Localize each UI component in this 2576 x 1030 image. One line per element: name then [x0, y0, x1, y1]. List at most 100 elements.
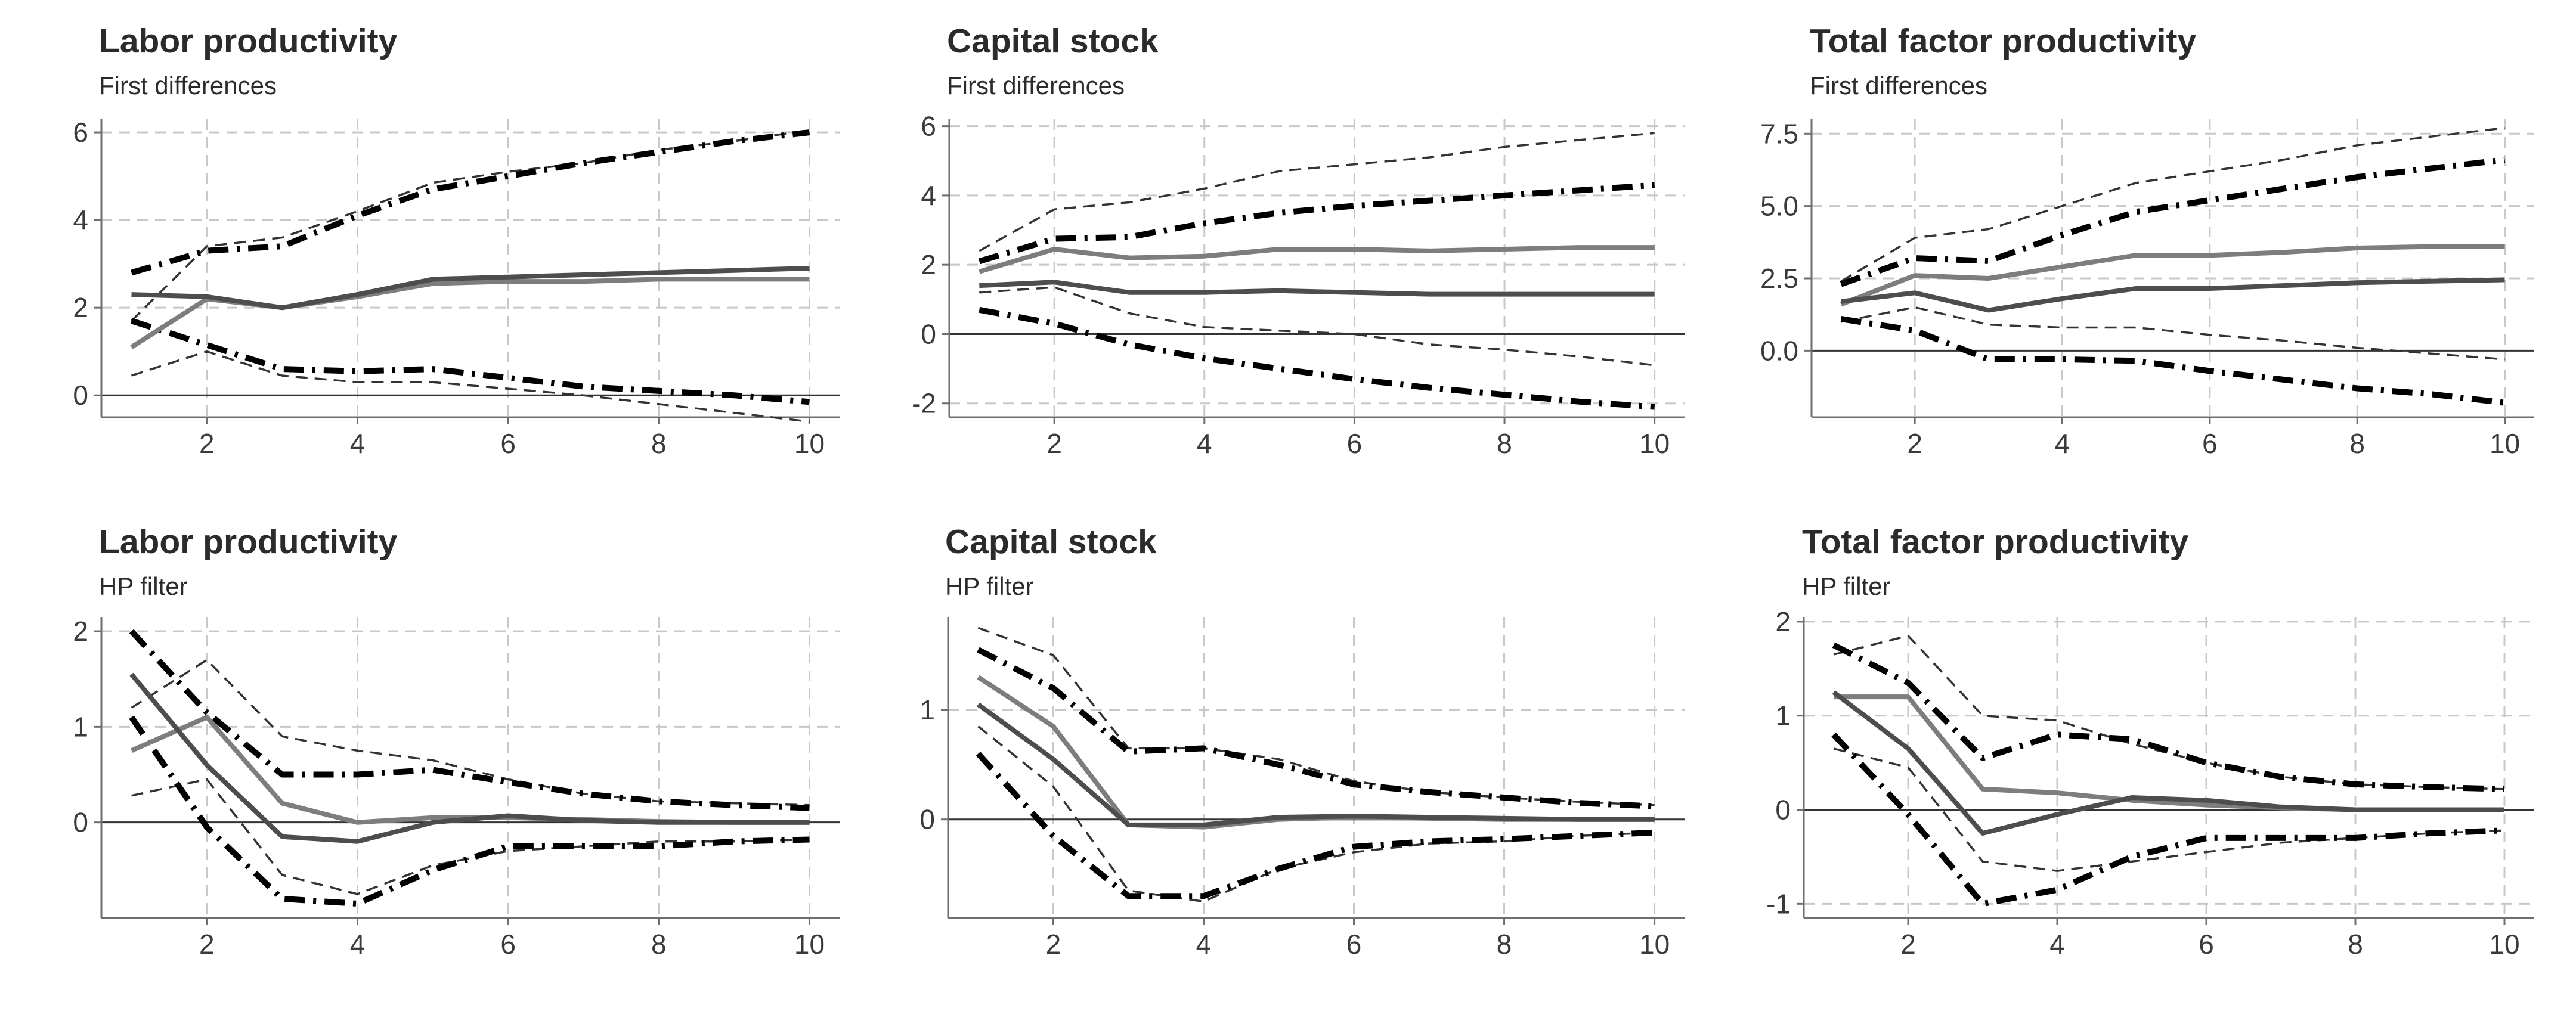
series-line-dashed — [131, 659, 810, 806]
panel-title: Capital stock — [947, 22, 1159, 60]
x-tick-label: 6 — [2202, 428, 2218, 459]
x-tick-label: 6 — [1347, 428, 1363, 459]
series-line-solid — [130, 277, 810, 349]
series-line-solid — [1834, 694, 2504, 812]
series-line-dashed — [977, 626, 1655, 806]
panel-labor-productivity-first-differences: Labor productivity First differences 2 4 6… — [73, 22, 840, 459]
y-tick-label: 4 — [73, 204, 88, 235]
series-line-dashed — [979, 286, 1655, 367]
x-tick-label: 4 — [350, 929, 366, 960]
series-line-dashed — [1841, 306, 2505, 361]
y-tick-label: 1 — [1775, 700, 1791, 731]
series-line-dashed — [131, 129, 810, 322]
y-tick-label: 4 — [921, 180, 936, 211]
x-tick-label: 8 — [2349, 428, 2365, 459]
series-line-dashed — [1833, 747, 2505, 872]
series-line-dashed — [979, 132, 1655, 252]
panel-title: Labor productivity — [99, 22, 398, 60]
panel-capital-stock-first-differences: Capital stock First differences 2 4 6 8 10 -2… — [912, 22, 1685, 459]
y-tick-label: 5.0 — [1760, 191, 1798, 222]
y-tick-label: 2 — [921, 249, 936, 280]
series-line-solid — [1832, 690, 2504, 836]
panel-tfp-hp-filter: Total factor productivity HP filter 2 4 6 8… — [1766, 523, 2534, 960]
x-tick-label: 2 — [199, 428, 215, 459]
series-line-dashdot — [1840, 157, 2506, 287]
series-line-dashdot — [1832, 642, 2505, 792]
series-line-solid — [1841, 277, 2505, 313]
x-tick-label: 6 — [500, 929, 516, 960]
panel-subtitle: HP filter — [1802, 572, 1891, 600]
y-tick-label: 0 — [73, 380, 88, 411]
x-tick-label: 10 — [2489, 929, 2519, 960]
x-tick-label: 8 — [1497, 428, 1512, 459]
series-line-dashed — [131, 350, 810, 423]
x-tick-label: 10 — [794, 929, 825, 960]
panel-title: Total factor productivity — [1810, 22, 2196, 60]
panel-title: Capital stock — [945, 523, 1157, 561]
x-tick-label: 6 — [1346, 929, 1362, 960]
y-tick-label: -2 — [912, 388, 936, 419]
y-tick-label: -1 — [1766, 888, 1791, 919]
series-line-dashed — [977, 725, 1655, 903]
x-tick-label: 2 — [1900, 929, 1916, 960]
x-tick-label: 2 — [1907, 428, 1922, 459]
series-line-dashdot — [979, 306, 1655, 410]
y-tick-label: 0 — [1775, 795, 1791, 826]
series-line-dashdot — [129, 629, 810, 811]
x-tick-label: 6 — [500, 428, 516, 459]
y-tick-label: 2 — [1775, 606, 1791, 637]
y-tick-label: 0 — [919, 804, 935, 835]
series-line-dashdot — [976, 752, 1655, 899]
series-line-solid — [131, 266, 810, 311]
series-line-dashdot — [1840, 316, 2506, 406]
x-tick-label: 4 — [1197, 428, 1212, 459]
x-tick-label: 8 — [651, 929, 667, 960]
y-tick-label: 1 — [73, 711, 88, 742]
series-line-solid — [977, 702, 1655, 827]
panel-title: Total factor productivity — [1802, 523, 2188, 561]
x-tick-label: 4 — [2049, 929, 2065, 960]
series-line-dashdot — [1831, 732, 2505, 907]
y-tick-label: 0.0 — [1760, 335, 1798, 366]
panel-subtitle: First differences — [947, 72, 1125, 100]
series-line-solid — [129, 672, 810, 844]
x-tick-label: 10 — [1639, 929, 1670, 960]
y-tick-label: 0 — [921, 318, 936, 349]
series-line-dashdot — [130, 318, 810, 405]
series-line-solid — [977, 675, 1655, 830]
panel-subtitle: HP filter — [945, 572, 1034, 600]
series-line-dashdot — [131, 129, 810, 276]
x-tick-label: 10 — [794, 428, 825, 459]
series-line-solid — [1840, 244, 2505, 307]
y-tick-label: 0 — [73, 807, 88, 838]
x-tick-label: 6 — [2199, 929, 2214, 960]
x-tick-label: 4 — [2055, 428, 2070, 459]
panel-capital-stock-hp-filter: Capital stock HP filter 2 4 6 8 10 0 1 — [919, 523, 1685, 960]
x-tick-label: 2 — [1046, 929, 1061, 960]
y-tick-label: 1 — [919, 694, 935, 725]
series-line-dashed — [131, 778, 810, 895]
panel-labor-productivity-hp-filter: Labor productivity HP filter 2 4 6 8 10 0 1 2 — [73, 523, 840, 960]
series-line-dashdot — [978, 182, 1655, 265]
y-tick-label: 2 — [73, 292, 88, 323]
y-tick-label: 2 — [73, 616, 88, 647]
panel-subtitle: First differences — [99, 72, 277, 100]
panel-subtitle: First differences — [1810, 72, 1987, 100]
x-tick-label: 10 — [2490, 428, 2520, 459]
x-tick-label: 2 — [199, 929, 215, 960]
x-tick-label: 2 — [1046, 428, 1062, 459]
x-tick-label: 10 — [1639, 428, 1670, 459]
y-tick-label: 7.5 — [1760, 118, 1798, 149]
series-line-dashed — [1840, 126, 2505, 283]
x-tick-label: 8 — [1497, 929, 1512, 960]
series-line-solid — [979, 245, 1655, 274]
y-tick-label: 6 — [921, 111, 936, 142]
x-tick-label: 4 — [350, 428, 366, 459]
x-tick-label: 4 — [1196, 929, 1212, 960]
x-tick-label: 8 — [651, 428, 667, 459]
y-tick-label: 2.5 — [1760, 263, 1798, 294]
x-tick-label: 8 — [2348, 929, 2363, 960]
series-line-solid — [979, 280, 1655, 297]
panel-subtitle: HP filter — [99, 572, 188, 600]
